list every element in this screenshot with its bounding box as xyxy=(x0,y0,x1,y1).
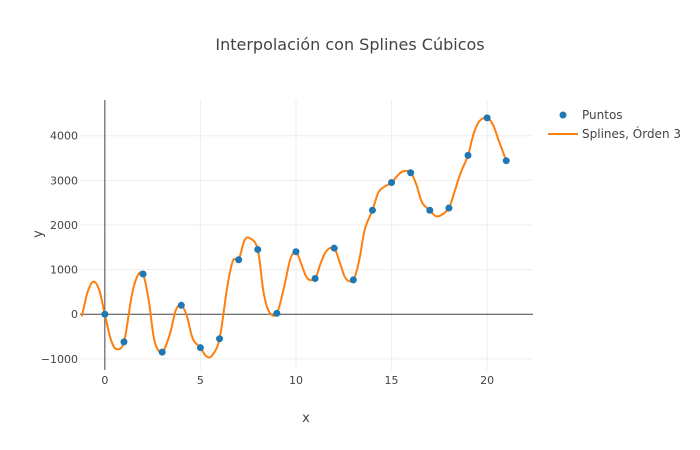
y-tick-label: 4000 xyxy=(50,130,78,143)
data-point[interactable] xyxy=(464,151,472,159)
data-point[interactable] xyxy=(120,338,128,346)
data-point[interactable] xyxy=(311,275,319,283)
data-point[interactable] xyxy=(388,179,396,187)
data-point[interactable] xyxy=(196,344,204,352)
data-point[interactable] xyxy=(139,270,147,278)
y-tick-label: 2000 xyxy=(50,219,78,232)
data-point[interactable] xyxy=(177,301,185,309)
x-tick-label: 5 xyxy=(197,374,204,387)
data-point[interactable] xyxy=(445,204,453,212)
legend[interactable]: Puntos Splines, Órden 3 xyxy=(548,108,681,141)
legend-item-puntos[interactable]: Puntos xyxy=(559,108,623,122)
x-tick-label: 20 xyxy=(480,374,494,387)
data-point[interactable] xyxy=(426,206,434,214)
legend-item-splines[interactable]: Splines, Órden 3 xyxy=(548,126,681,141)
data-point[interactable] xyxy=(254,246,262,254)
data-point[interactable] xyxy=(158,348,166,356)
data-point[interactable] xyxy=(216,335,224,343)
data-point[interactable] xyxy=(273,309,281,317)
y-axis-title: y xyxy=(31,230,46,238)
x-tick-label: 0 xyxy=(101,374,108,387)
data-point[interactable] xyxy=(330,244,338,252)
grid xyxy=(80,100,533,370)
plot-background xyxy=(80,100,533,370)
x-tick-labels: 0 5 10 15 20 xyxy=(101,374,494,387)
y-tick-label: 0 xyxy=(71,308,78,321)
x-tick-label: 15 xyxy=(385,374,399,387)
data-point[interactable] xyxy=(368,206,376,214)
y-tick-label: −1000 xyxy=(41,353,78,366)
points-layer xyxy=(101,114,510,356)
legend-marker-puntos xyxy=(559,111,567,119)
x-tick-label: 10 xyxy=(289,374,303,387)
legend-label-puntos: Puntos xyxy=(582,108,623,122)
y-tick-labels: −1000 0 1000 2000 3000 4000 xyxy=(41,130,78,366)
y-tick-label: 1000 xyxy=(50,264,78,277)
legend-label-splines: Splines, Órden 3 xyxy=(582,126,681,141)
data-point[interactable] xyxy=(349,276,357,284)
y-tick-label: 3000 xyxy=(50,174,78,187)
data-point[interactable] xyxy=(407,169,415,177)
x-axis-title: x xyxy=(302,411,310,426)
data-point[interactable] xyxy=(101,310,109,318)
data-point[interactable] xyxy=(502,157,510,165)
data-point[interactable] xyxy=(292,248,300,256)
zero-lines xyxy=(80,100,533,370)
data-point[interactable] xyxy=(235,256,243,264)
chart-title: Interpolación con Splines Cúbicos xyxy=(215,35,484,54)
data-point[interactable] xyxy=(483,114,491,122)
